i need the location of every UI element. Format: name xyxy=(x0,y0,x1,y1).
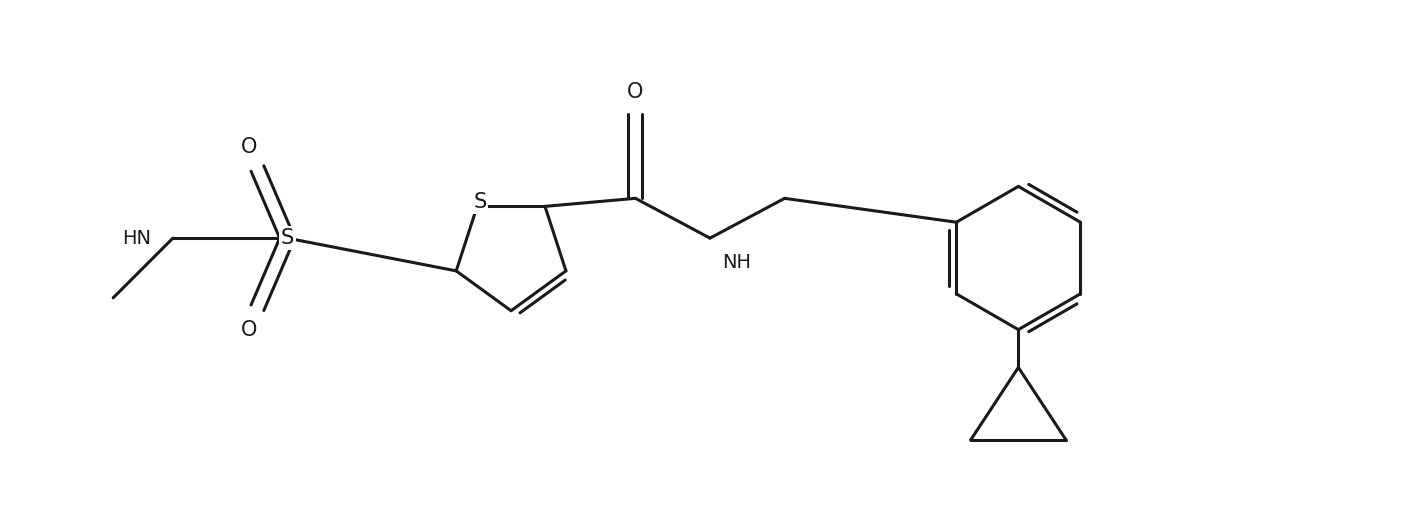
Text: S: S xyxy=(281,228,293,248)
Text: S: S xyxy=(474,192,487,212)
Text: O: O xyxy=(241,320,258,339)
Text: O: O xyxy=(627,82,644,102)
Text: NH: NH xyxy=(722,254,750,272)
Text: O: O xyxy=(241,137,258,156)
Text: HN: HN xyxy=(122,229,151,247)
